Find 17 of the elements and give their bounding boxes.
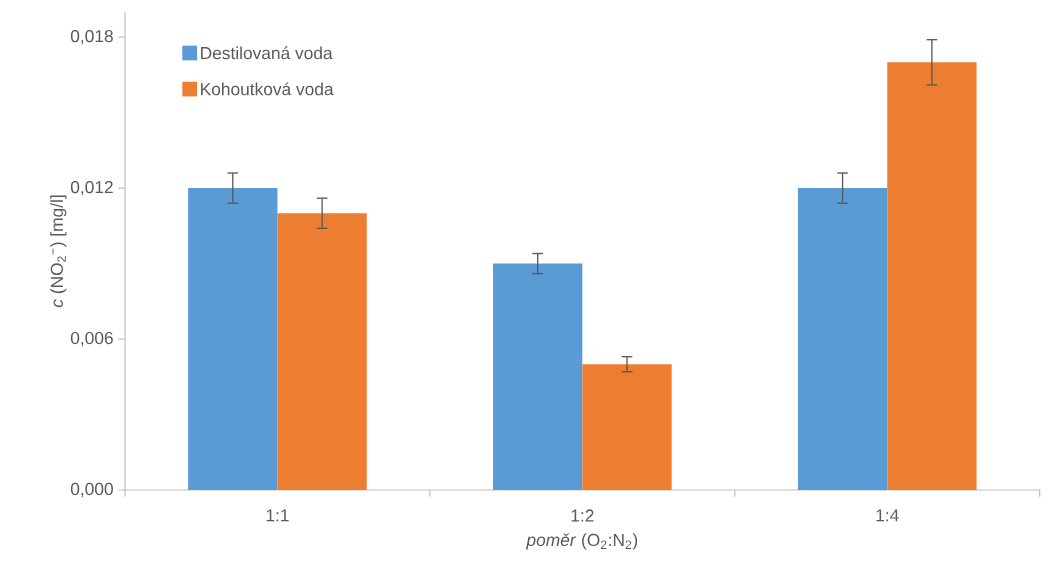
x-tick-label: 1:1 — [266, 509, 289, 522]
y-tick-label: 0,012 — [70, 180, 113, 196]
y-tick-label: 0,000 — [70, 482, 113, 498]
bar — [887, 62, 977, 490]
y-axis-title: c (NO$_{2}$$^{−}$) [mg/l] — [50, 195, 67, 308]
bar — [797, 188, 888, 490]
legend-label: Kohoutková voda — [201, 82, 334, 96]
x-tick-label: 1:4 — [876, 509, 899, 522]
x-tick-label: 1:2 — [571, 509, 594, 522]
legend-label: Destilovaná voda — [201, 46, 333, 60]
y-tick-label: 0,018 — [70, 29, 113, 45]
bar — [582, 364, 672, 490]
x-axis-title: poměr (O$_{2}$:N$_{2}$) — [526, 533, 638, 550]
bar — [277, 213, 367, 490]
y-tick-label: 0,006 — [70, 331, 113, 347]
bar — [188, 188, 278, 490]
bar — [493, 263, 583, 490]
